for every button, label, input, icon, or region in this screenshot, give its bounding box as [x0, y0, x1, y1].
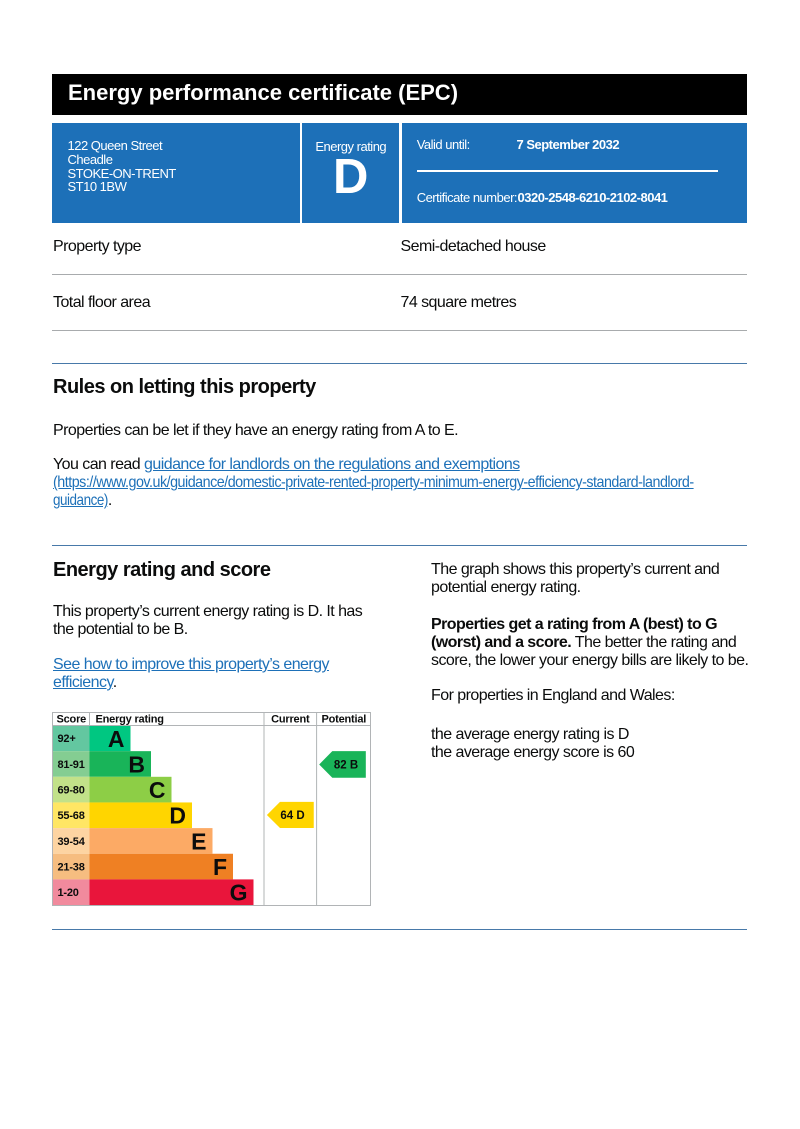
- svg-text:B: B: [128, 751, 145, 777]
- svg-text:A: A: [108, 726, 125, 752]
- svg-text:Potential: Potential: [321, 714, 366, 726]
- svg-text:F: F: [213, 854, 227, 880]
- svg-text:39-54: 39-54: [58, 836, 86, 848]
- svg-text:55-68: 55-68: [58, 810, 85, 822]
- svg-text:D: D: [169, 803, 186, 829]
- svg-text:E: E: [191, 828, 206, 854]
- svg-text:81-91: 81-91: [58, 759, 85, 771]
- svg-text:21-38: 21-38: [58, 862, 85, 874]
- svg-text:64 D: 64 D: [280, 810, 304, 822]
- svg-text:Current: Current: [271, 714, 310, 726]
- svg-text:82 B: 82 B: [334, 760, 358, 772]
- svg-text:G: G: [230, 880, 248, 906]
- svg-text:1-20: 1-20: [58, 887, 79, 899]
- svg-text:69-80: 69-80: [58, 785, 85, 797]
- svg-text:C: C: [149, 777, 166, 803]
- svg-text:92+: 92+: [58, 733, 76, 745]
- svg-text:Energy rating: Energy rating: [96, 714, 164, 726]
- svg-text:Score: Score: [57, 714, 87, 726]
